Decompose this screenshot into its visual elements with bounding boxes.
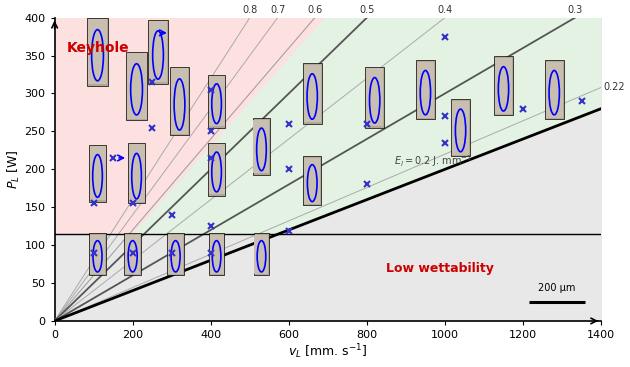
FancyBboxPatch shape xyxy=(148,19,168,84)
FancyBboxPatch shape xyxy=(87,18,108,86)
Text: 0.6: 0.6 xyxy=(307,6,323,15)
FancyBboxPatch shape xyxy=(90,235,105,273)
FancyBboxPatch shape xyxy=(88,19,108,84)
FancyBboxPatch shape xyxy=(168,233,184,275)
FancyBboxPatch shape xyxy=(209,233,224,275)
FancyBboxPatch shape xyxy=(89,233,106,275)
Text: 0.5: 0.5 xyxy=(359,6,375,15)
FancyBboxPatch shape xyxy=(304,157,320,204)
FancyBboxPatch shape xyxy=(208,75,226,128)
FancyBboxPatch shape xyxy=(366,69,383,126)
FancyBboxPatch shape xyxy=(168,235,183,273)
FancyBboxPatch shape xyxy=(125,233,141,275)
FancyBboxPatch shape xyxy=(451,99,470,156)
FancyBboxPatch shape xyxy=(126,52,147,120)
FancyBboxPatch shape xyxy=(494,57,513,116)
FancyBboxPatch shape xyxy=(417,62,434,118)
Y-axis label: $P_L$ [W]: $P_L$ [W] xyxy=(6,149,21,189)
FancyBboxPatch shape xyxy=(546,62,563,118)
FancyBboxPatch shape xyxy=(208,143,226,196)
FancyBboxPatch shape xyxy=(128,143,146,203)
Text: $E_l = 0.2$ J. mm$^{-1}$: $E_l = 0.2$ J. mm$^{-1}$ xyxy=(394,153,472,169)
FancyBboxPatch shape xyxy=(365,67,384,128)
FancyBboxPatch shape xyxy=(253,120,270,174)
FancyBboxPatch shape xyxy=(254,233,269,275)
FancyBboxPatch shape xyxy=(253,118,270,175)
FancyBboxPatch shape xyxy=(171,69,188,134)
Text: 0.4: 0.4 xyxy=(437,6,452,15)
FancyBboxPatch shape xyxy=(255,235,268,273)
FancyBboxPatch shape xyxy=(303,63,321,124)
FancyBboxPatch shape xyxy=(89,145,106,201)
Text: 200 μm: 200 μm xyxy=(539,283,576,293)
Polygon shape xyxy=(132,18,601,234)
FancyBboxPatch shape xyxy=(209,144,224,194)
Text: 0.8: 0.8 xyxy=(242,6,258,15)
FancyBboxPatch shape xyxy=(545,60,564,119)
X-axis label: $v_L$ [mm. s$^{-1}$]: $v_L$ [mm. s$^{-1}$] xyxy=(288,343,367,361)
FancyBboxPatch shape xyxy=(125,235,140,273)
Polygon shape xyxy=(55,18,324,234)
Text: Keyhole: Keyhole xyxy=(66,41,129,55)
FancyBboxPatch shape xyxy=(416,60,435,119)
Text: 0.3: 0.3 xyxy=(568,6,583,15)
FancyBboxPatch shape xyxy=(210,235,224,273)
FancyBboxPatch shape xyxy=(129,144,144,202)
FancyBboxPatch shape xyxy=(127,53,147,119)
FancyBboxPatch shape xyxy=(209,76,224,126)
FancyBboxPatch shape xyxy=(304,156,321,205)
Text: 0.7: 0.7 xyxy=(270,6,285,15)
Text: Low wettability: Low wettability xyxy=(386,262,495,275)
FancyBboxPatch shape xyxy=(149,21,167,83)
FancyBboxPatch shape xyxy=(89,146,106,200)
FancyBboxPatch shape xyxy=(452,101,469,155)
FancyBboxPatch shape xyxy=(495,58,512,114)
FancyBboxPatch shape xyxy=(304,65,321,122)
FancyBboxPatch shape xyxy=(169,67,189,135)
Text: 0.22: 0.22 xyxy=(603,83,625,92)
